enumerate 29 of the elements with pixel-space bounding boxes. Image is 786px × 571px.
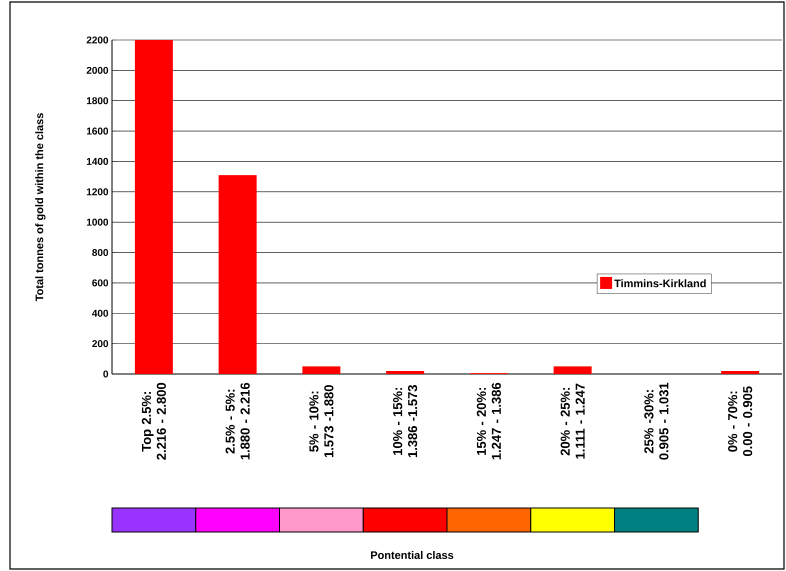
x-tick-label: 2.5% - 5%: 1.880 - 2.216: [226, 382, 250, 460]
y-tick-label: 600: [92, 279, 108, 286]
bar: [721, 370, 760, 374]
text: Pontential class: [371, 550, 454, 560]
y-tick-label: 1200: [86, 188, 108, 196]
x-tick-label: 10% - 15%: 1.386 -1.573: [393, 385, 418, 458]
y-tick-label: 1400: [86, 158, 108, 165]
x-tick-label: 20% - 25%: 1.111 - 1.247: [560, 384, 585, 459]
y-tick-label: 800: [92, 249, 108, 256]
y-tick-label: 400: [92, 310, 108, 317]
legend-label: Timmins-Kirkland: [614, 279, 706, 288]
y-tick-label: 1600: [86, 128, 108, 135]
bar: [554, 366, 592, 374]
y-tick-label: 1800: [86, 97, 108, 104]
bar: [302, 366, 340, 374]
bar: [218, 175, 257, 374]
bar: [134, 40, 173, 374]
x-tick-label: 25% -30%: 0.905 - 1.031: [644, 382, 668, 460]
y-tick-label: 0: [103, 370, 108, 378]
x-tick-label: 15% - 20%: 1.247 - 1.386: [476, 382, 501, 460]
y-axis-title: Total tonnes of gold within the class: [35, 113, 46, 302]
y-tick-label: 200: [92, 340, 108, 348]
y-tick-label: 2000: [86, 66, 108, 74]
y-tick-label: 1000: [86, 218, 108, 226]
y-tick-label: 2200: [86, 36, 108, 44]
bar: [386, 370, 424, 374]
x-tick-label: Top 2.5%: 2.216 - 2.800: [142, 382, 166, 460]
x-tick-label: 0% - 70%: 0.00 - 0.905: [728, 386, 752, 456]
x-tick-label: 5% - 10%: 1.573 -1.880: [309, 385, 334, 458]
